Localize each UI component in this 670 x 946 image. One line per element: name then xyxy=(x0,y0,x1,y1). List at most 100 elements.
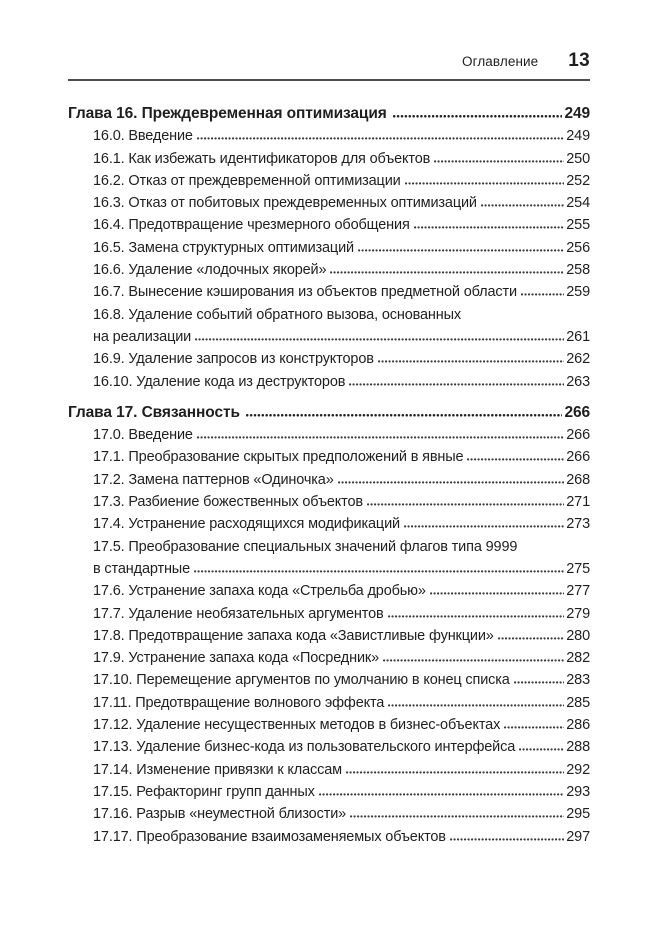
entry-page-number: 271 xyxy=(566,494,590,511)
entry-label: 16.2. Отказ от преждевременной оптимизац… xyxy=(93,172,401,189)
toc-entry-line: 17.5. Преобразование специальных значени… xyxy=(68,536,590,558)
toc-chapter: Глава 17. Связанность 266 17.0. Введение 26… xyxy=(68,402,590,848)
entry-label: на реализации xyxy=(93,328,192,345)
entry-page-number: 286 xyxy=(566,717,590,734)
entry-label: 17.15. Рефакторинг групп данных xyxy=(93,783,315,800)
entry-page-number: 275 xyxy=(566,560,590,577)
dot-leader xyxy=(392,107,563,118)
entry-page-number: 288 xyxy=(566,739,590,756)
toc-entry-line: 17.12. Удаление несущественных методов в… xyxy=(68,714,590,736)
dot-leader xyxy=(429,584,565,596)
entry-page-number: 259 xyxy=(566,284,590,301)
toc-entry-line: 16.3. Отказ от побитовых преждевременных… xyxy=(68,192,590,214)
entry-page-number: 249 xyxy=(566,128,590,145)
dot-leader xyxy=(377,352,565,364)
dot-leader xyxy=(513,673,565,685)
entry-label: 17.12. Удаление несущественных методов в… xyxy=(93,717,501,734)
entry-page-number: 297 xyxy=(566,828,590,845)
entry-label: 16.8. Удаление событий обратного вызова,… xyxy=(93,306,461,323)
entry-label: 17.0. Введение xyxy=(93,427,193,444)
entry-label: 17.8. Предотвращение запаха кода «Завист… xyxy=(93,627,494,644)
entry-page-number: 255 xyxy=(566,217,590,234)
header-rule xyxy=(68,79,590,81)
entry-label: 16.1. Как избежать идентификаторов для о… xyxy=(93,150,431,167)
entry-page-number: 280 xyxy=(566,627,590,644)
entry-label: 17.3. Разбиение божественных объектов xyxy=(93,494,363,511)
toc-entry-line: 17.14. Изменение привязки к классам 292 xyxy=(68,759,590,781)
entry-label: 17.17. Преобразование взаимозаменяемых о… xyxy=(93,828,446,845)
page-content: Оглавление 13 Глава 16. Преждевременная … xyxy=(68,50,590,848)
toc-entry-line: 17.8. Предотвращение запаха кода «Завист… xyxy=(68,625,590,647)
dot-leader xyxy=(403,517,565,529)
running-header: Оглавление 13 xyxy=(68,50,590,71)
entry-page-number: 295 xyxy=(566,806,590,823)
entry-label: 17.6. Устранение запаха кода «Стрельба д… xyxy=(93,583,426,600)
entry-label: 17.4. Устранение расходящихся модификаци… xyxy=(93,516,400,533)
toc-entry-line: 17.3. Разбиение божественных объектов 271 xyxy=(68,491,590,513)
toc-entry-line: 16.6. Удаление «лодочных якорей» 258 xyxy=(68,259,590,281)
dot-leader xyxy=(194,561,565,573)
dot-leader xyxy=(504,718,565,730)
entry-label: 16.3. Отказ от побитовых преждевременных… xyxy=(93,195,477,212)
toc-entry-line: 17.4. Устранение расходящихся модификаци… xyxy=(68,513,590,535)
entry-page-number: 292 xyxy=(566,761,590,778)
toc-entry-line: 17.2. Замена паттернов «Одиночка» 268 xyxy=(68,469,590,491)
dot-leader xyxy=(345,762,565,774)
chapter-page-number: 249 xyxy=(564,105,590,122)
toc-entry-line: 17.11. Предотвращение волнового эффекта 2… xyxy=(68,692,590,714)
toc-entry-line: 16.7. Вынесение кэширования из объектов … xyxy=(68,281,590,303)
entry-label: 16.6. Удаление «лодочных якорей» xyxy=(93,262,327,279)
dot-leader xyxy=(467,450,565,462)
dot-leader xyxy=(196,129,565,141)
entry-page-number: 268 xyxy=(566,471,590,488)
entry-page-number: 285 xyxy=(566,694,590,711)
dot-leader xyxy=(349,374,565,386)
entry-label: 17.1. Преобразование скрытых предположен… xyxy=(93,449,464,466)
toc-entry-line: 17.6. Устранение запаха кода «Стрельба д… xyxy=(68,580,590,602)
entry-label: в стандартные xyxy=(93,560,190,577)
entry-label: 17.9. Устранение запаха кода «Посредник» xyxy=(93,650,380,667)
running-title: Оглавление xyxy=(462,54,539,69)
entry-label: 16.0. Введение xyxy=(93,128,193,145)
toc-entry-line: 17.16. Разрыв «неуместной близости» 295 xyxy=(68,803,590,825)
entry-page-number: 277 xyxy=(566,583,590,600)
toc-entry-line: на реализации 261 xyxy=(68,326,590,348)
entry-page-number: 261 xyxy=(566,328,590,345)
entry-label: 17.14. Изменение привязки к классам xyxy=(93,761,342,778)
entry-page-number: 282 xyxy=(566,650,590,667)
toc-entry-line: 16.10. Удаление кода из деструкторов 263 xyxy=(68,371,590,393)
entry-label: 17.7. Удаление необязательных аргументов xyxy=(93,605,384,622)
dot-leader xyxy=(387,606,565,618)
dot-leader xyxy=(318,784,565,796)
entry-page-number: 256 xyxy=(566,239,590,256)
entry-page-number: 279 xyxy=(566,605,590,622)
dot-leader xyxy=(413,218,565,230)
dot-leader xyxy=(519,740,565,752)
dot-leader xyxy=(520,285,565,297)
folio-page-number: 13 xyxy=(568,50,590,71)
chapter-entries: 16.0. Введение 249 16.1. Как избежать иден… xyxy=(68,125,590,393)
toc-entry-line: 17.0. Введение 266 xyxy=(68,424,590,446)
toc-entry-line: 17.13. Удаление бизнес-кода из пользоват… xyxy=(68,736,590,758)
toc-entry-line: 16.8. Удаление событий обратного вызова,… xyxy=(68,304,590,326)
entry-page-number: 266 xyxy=(566,449,590,466)
toc-entry-line: 16.2. Отказ от преждевременной оптимизац… xyxy=(68,170,590,192)
toc-chapter: Глава 16. Преждевременная оптимизация 249… xyxy=(68,103,590,393)
toc-entry-line: 17.1. Преобразование скрытых предположен… xyxy=(68,446,590,468)
entry-page-number: 273 xyxy=(566,516,590,533)
entry-page-number: 252 xyxy=(566,172,590,189)
dot-leader xyxy=(366,495,565,507)
entry-label: 17.13. Удаление бизнес-кода из пользоват… xyxy=(93,739,516,756)
dot-leader xyxy=(330,263,565,275)
toc: Глава 16. Преждевременная оптимизация 249… xyxy=(68,103,590,848)
toc-entry-line: 17.15. Рефакторинг групп данных 293 xyxy=(68,781,590,803)
dot-leader xyxy=(449,829,565,841)
toc-entry-line: 16.9. Удаление запросов из конструкторов… xyxy=(68,348,590,370)
toc-entry-line: 16.4. Предотвращение чрезмерного обобщен… xyxy=(68,214,590,236)
dot-leader xyxy=(497,628,565,640)
entry-label: 16.7. Вынесение кэширования из объектов … xyxy=(93,284,517,301)
dot-leader xyxy=(196,428,565,440)
dot-leader xyxy=(195,329,565,341)
entry-label: 16.5. Замена структурных оптимизаций xyxy=(93,239,354,256)
